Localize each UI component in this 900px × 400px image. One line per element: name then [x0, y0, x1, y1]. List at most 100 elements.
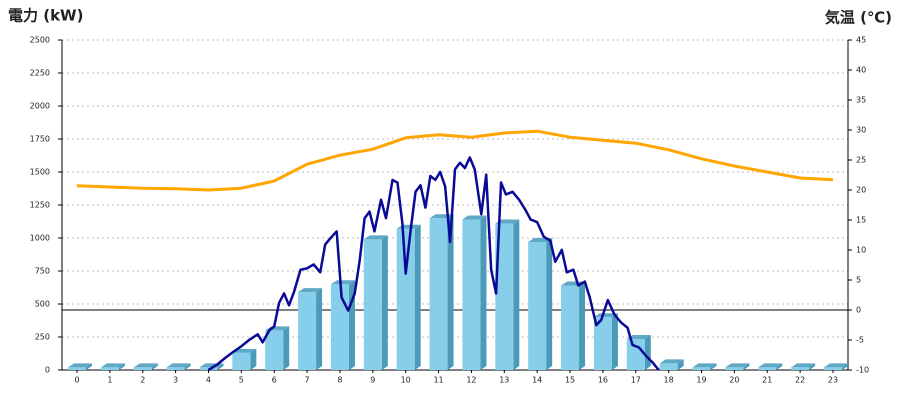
x-tick-label: 22 [795, 376, 805, 385]
x-tick-label: 20 [729, 376, 739, 385]
bar-side [546, 237, 553, 370]
bar [68, 367, 86, 370]
bar-top [330, 280, 355, 285]
bar-side [513, 219, 520, 370]
bar-top [495, 219, 520, 224]
y2-tick-label: 40 [856, 66, 866, 75]
bar-top [166, 363, 191, 368]
y2-tick-label: 25 [856, 156, 866, 165]
y2-tick-label: 0 [856, 306, 861, 315]
bar [758, 367, 777, 370]
x-tick-label: 14 [532, 376, 542, 385]
x-tick-label: 9 [370, 376, 375, 385]
bar-top [692, 363, 717, 368]
x-tick-label: 3 [173, 376, 178, 385]
x-tick-label: 4 [206, 376, 211, 385]
x-tick-label: 17 [631, 376, 641, 385]
bar [462, 219, 481, 370]
y-tick-label: 500 [35, 300, 50, 309]
bar [626, 338, 645, 370]
y-tick-label: 2000 [30, 102, 50, 111]
y-tick-label: 2500 [30, 36, 50, 45]
x-tick-label: 1 [107, 376, 112, 385]
y2-tick-label: 15 [856, 216, 866, 225]
bar-top [133, 363, 158, 368]
y2-tick-label: 35 [856, 96, 866, 105]
x-tick-label: 2 [140, 376, 145, 385]
bar [824, 367, 842, 370]
x-tick-label: 18 [664, 376, 674, 385]
temperature-line [76, 129, 834, 192]
bar [133, 367, 152, 370]
bar [166, 367, 185, 370]
y2-tick-label: 45 [856, 36, 866, 45]
y-tick-label: 1500 [30, 168, 50, 177]
x-tick-label: 16 [598, 376, 608, 385]
x-tick-label: 6 [272, 376, 277, 385]
y-tick-label: 0 [45, 366, 50, 375]
left-axis-title: 電力 (kW) [8, 7, 83, 25]
x-tick-label: 19 [696, 376, 706, 385]
bar-side [316, 288, 323, 370]
y2-tick-label: 30 [856, 126, 866, 135]
bar-side [118, 363, 125, 370]
y-tick-label: 1000 [30, 234, 50, 243]
bar-side [184, 363, 191, 370]
bar-side [743, 363, 750, 370]
bar [659, 363, 678, 370]
y-tick-label: 250 [35, 333, 50, 342]
x-tick-label: 13 [499, 376, 509, 385]
bar-side [809, 363, 816, 370]
bar-side [776, 363, 783, 370]
x-tick-label: 15 [565, 376, 575, 385]
bar-side [414, 224, 421, 370]
y-tick-label: 1750 [30, 135, 50, 144]
bar-top [725, 363, 750, 368]
bar [593, 317, 612, 370]
bar-top [363, 235, 388, 240]
y-tick-label: 1250 [30, 201, 50, 210]
bar [330, 284, 349, 370]
bar [791, 367, 810, 370]
x-tick-label: 0 [74, 376, 79, 385]
power-line [207, 156, 660, 372]
bar [265, 330, 284, 370]
bar-top [298, 288, 323, 293]
bar-top [100, 363, 125, 368]
bar-side [283, 326, 290, 370]
bar-top [626, 334, 651, 339]
bar-top [758, 363, 783, 368]
bar-side [381, 235, 388, 370]
x-tick-label: 5 [239, 376, 244, 385]
bar-top [462, 215, 487, 220]
x-tick-label: 8 [337, 376, 342, 385]
bar-side [86, 363, 92, 370]
bar-side [217, 363, 224, 370]
bar-side [677, 359, 684, 370]
bar [429, 218, 448, 370]
y2-tick-label: 10 [856, 246, 866, 255]
x-tick-label: 10 [401, 376, 411, 385]
y2-tick-label: -10 [856, 366, 869, 375]
x-tick-label: 21 [762, 376, 772, 385]
bar [396, 228, 415, 370]
bar-side [151, 363, 158, 370]
y2-tick-label: 20 [856, 186, 866, 195]
bar-top [593, 313, 618, 318]
bar [232, 352, 251, 370]
bar-top [824, 363, 848, 368]
x-tick-label: 12 [466, 376, 476, 385]
x-tick-label: 7 [305, 376, 310, 385]
bar-top [68, 363, 92, 368]
bar-side [250, 348, 257, 370]
x-tick-label: 11 [433, 376, 443, 385]
bar-top [791, 363, 816, 368]
bar [298, 292, 317, 370]
bar-side [579, 281, 586, 370]
y-tick-label: 2250 [30, 69, 50, 78]
bar-side [480, 215, 487, 370]
y2-tick-label: 5 [856, 276, 861, 285]
bar [692, 367, 711, 370]
bar-side [710, 363, 717, 370]
bar [528, 241, 547, 370]
